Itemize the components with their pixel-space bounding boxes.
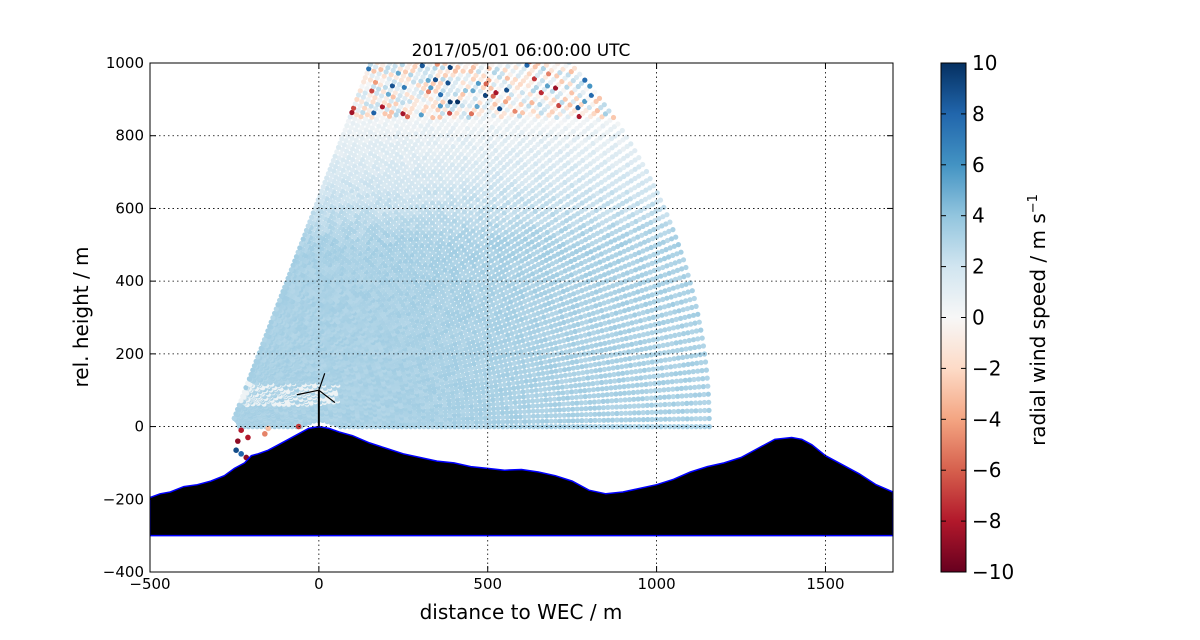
scan-point	[497, 382, 503, 388]
scan-point	[236, 402, 242, 408]
scan-point	[240, 393, 246, 399]
scan-point	[509, 371, 515, 377]
scan-point	[490, 401, 496, 407]
scan-point	[512, 365, 519, 371]
scan-point	[231, 415, 237, 421]
scan-point	[245, 380, 251, 386]
scan-point	[491, 370, 497, 376]
scan-point	[499, 396, 505, 402]
scan-point	[510, 356, 517, 362]
scan-point	[494, 396, 500, 403]
scan-point	[508, 366, 514, 372]
scan-point	[512, 399, 518, 406]
scan-point	[507, 390, 513, 396]
scan-point	[499, 363, 505, 369]
scan-point	[519, 379, 525, 385]
scan-point	[241, 389, 247, 395]
scan-point	[492, 374, 498, 380]
scan-point	[517, 364, 523, 370]
chart-title: 2017/05/01 06:00:00 UTC	[412, 41, 631, 61]
scan-point	[495, 401, 501, 407]
scan-point	[486, 366, 492, 372]
scan-point	[500, 372, 506, 378]
scan-point	[496, 373, 502, 379]
scan-point	[506, 381, 512, 387]
scan-point	[504, 367, 510, 373]
scan-point	[516, 359, 522, 365]
scan-point	[520, 389, 526, 395]
scan-point	[499, 368, 505, 374]
scan-point	[508, 400, 514, 406]
scan-point	[516, 389, 522, 395]
scan-point	[493, 360, 499, 366]
scan-point	[514, 375, 520, 381]
scan-point	[504, 372, 511, 378]
scan-point	[506, 357, 512, 363]
scan-point	[516, 394, 522, 400]
plot-area	[150, 63, 893, 572]
scan-point	[515, 384, 521, 391]
scan-point	[511, 360, 518, 366]
scan-point	[233, 411, 239, 417]
scan-point	[493, 387, 499, 394]
scan-point	[503, 396, 509, 402]
scan-point	[494, 392, 500, 398]
scan-point	[501, 377, 507, 383]
scan-point	[238, 398, 244, 404]
scan-point	[490, 365, 496, 371]
scan-point	[486, 397, 492, 403]
scan-sector	[231, 63, 712, 430]
scan-point	[481, 367, 487, 373]
scan-point	[497, 378, 503, 384]
scan-point	[499, 401, 505, 407]
scan-point	[503, 362, 509, 368]
scan-point	[495, 369, 501, 375]
scan-point	[243, 385, 249, 391]
scan-point	[513, 370, 519, 376]
scan-point	[511, 385, 517, 391]
scan-point	[488, 384, 495, 390]
scan-point	[502, 386, 508, 392]
scan-point	[235, 406, 241, 412]
scan-point	[488, 379, 494, 385]
scan-point	[492, 378, 498, 385]
scan-point	[512, 395, 518, 401]
scan-point	[487, 375, 493, 381]
scan-point	[517, 369, 524, 375]
scan-point	[482, 371, 488, 377]
scan-point	[509, 376, 516, 382]
scan-point	[507, 361, 513, 367]
scan-point	[503, 391, 509, 397]
scan-point	[494, 364, 500, 370]
